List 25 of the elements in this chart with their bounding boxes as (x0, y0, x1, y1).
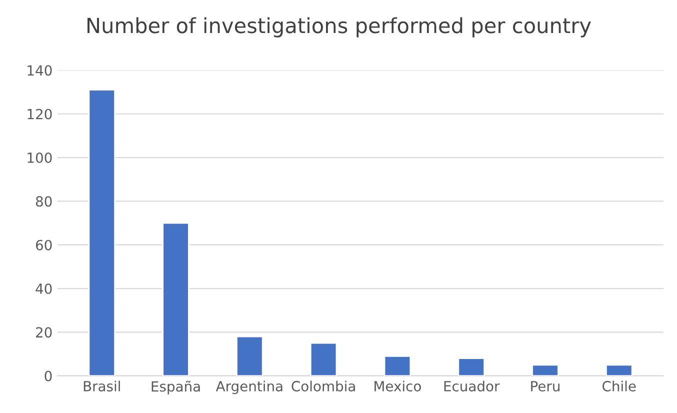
x-tick-label: Peru (531, 381, 560, 392)
y-tick-label: 20 (36, 327, 52, 338)
x-tick-label: Argentina (216, 380, 282, 394)
bar (384, 355, 412, 376)
bar (310, 342, 338, 376)
bar (532, 364, 559, 376)
y-tick-label: 0 (44, 370, 52, 382)
bar (606, 364, 633, 376)
y-tick-label: 60 (36, 240, 52, 250)
y-tick-label: 140 (28, 65, 52, 76)
bar (162, 222, 190, 376)
x-tick-label: Ecuador (444, 380, 500, 392)
x-tick-label: España (152, 380, 200, 394)
x-tick-label: Mexico (374, 380, 421, 392)
bar (236, 336, 264, 376)
bar (88, 89, 116, 376)
y-tick-label: 120 (28, 108, 52, 120)
bar (458, 358, 485, 376)
y-tick-label: 100 (28, 152, 52, 164)
chart-title: Number of investigations performed per country (88, 17, 591, 38)
y-tick-label: 40 (36, 283, 52, 294)
x-tick-label: Colombia (292, 380, 355, 392)
x-tick-label: Chile (602, 380, 636, 392)
y-tick-label: 80 (36, 196, 52, 207)
x-tick-label: Brasil (84, 380, 120, 392)
